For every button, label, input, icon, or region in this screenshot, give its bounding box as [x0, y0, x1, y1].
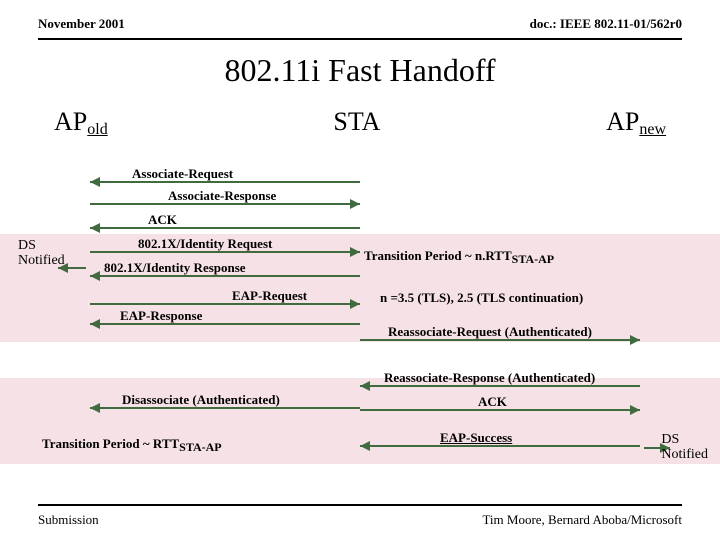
arrow-label-ident-resp: 802.1X/Identity Response — [104, 260, 246, 276]
arrow-label-assoc-req: Associate-Request — [132, 166, 233, 182]
transition-period-left: Transition Period ~ RTTSTA-AP — [42, 436, 222, 452]
arrow-label-reassoc-resp: Reassociate-Response (Authenticated) — [384, 370, 595, 386]
arrow-label-assoc-resp: Associate-Response — [168, 188, 276, 204]
footer-rule — [38, 504, 682, 506]
arrow-label-ident-req: 802.1X/Identity Request — [138, 236, 272, 252]
arrow-label-ack-2: ACK — [478, 394, 507, 410]
ds-notified-right: DSNotified — [661, 432, 708, 463]
arrow-label-disassoc: Disassociate (Authenticated) — [122, 392, 280, 408]
n-estimate: n =3.5 (TLS), 2.5 (TLS continuation) — [380, 290, 583, 306]
ds-notified-left: DSNotified — [18, 238, 65, 269]
arrow-label-ack-1: ACK — [148, 212, 177, 228]
footer-right: Tim Moore, Bernard Aboba/Microsoft — [482, 512, 682, 528]
arrow-label-eap-resp: EAP-Response — [120, 308, 202, 324]
arrow-label-reassoc-req: Reassociate-Request (Authenticated) — [388, 324, 592, 340]
footer-left: Submission — [38, 512, 99, 528]
arrow-label-eap-req: EAP-Request — [232, 288, 307, 304]
transition-period-right: Transition Period ~ n.RTTSTA-AP — [364, 248, 554, 264]
arrow-label-eap-success: EAP-Success — [440, 430, 512, 446]
